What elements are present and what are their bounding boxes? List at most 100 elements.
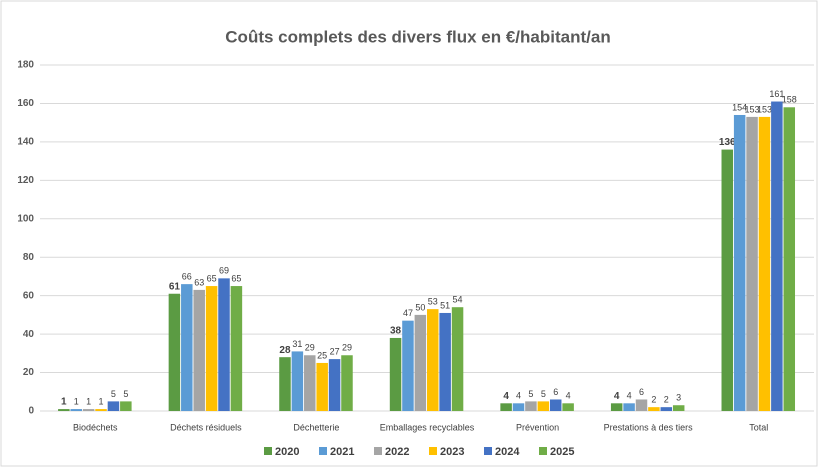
- bar: [623, 403, 635, 411]
- data-label: 2: [651, 395, 656, 405]
- bar: [672, 405, 685, 411]
- bar: [82, 409, 95, 411]
- data-label: 66: [182, 272, 192, 282]
- y-tick-label: 0: [28, 406, 34, 417]
- data-label: 5: [541, 389, 546, 399]
- chart-title: Coûts complets des divers flux en €/habi…: [225, 27, 610, 46]
- data-label: 5: [528, 389, 533, 399]
- x-tick-label: Emballages recyclables: [380, 422, 475, 432]
- y-tick-label: 80: [23, 252, 35, 263]
- data-label: 29: [342, 343, 352, 353]
- bar: [70, 409, 82, 411]
- data-label: 47: [403, 308, 413, 318]
- bar: [771, 101, 783, 412]
- data-label: 53: [428, 296, 438, 306]
- data-label: 154: [732, 102, 747, 112]
- data-label: 1: [99, 396, 104, 406]
- bar: [279, 357, 291, 411]
- legend-label: 2025: [550, 446, 574, 458]
- legend-swatch: [484, 447, 492, 455]
- legend-swatch: [319, 447, 327, 455]
- bar: [525, 401, 537, 411]
- data-label: 6: [553, 387, 558, 397]
- data-label: 4: [627, 391, 632, 401]
- legend-swatch: [539, 447, 547, 455]
- bar: [230, 286, 243, 411]
- data-label: 136: [719, 137, 736, 148]
- data-label: 4: [614, 391, 620, 402]
- bar: [427, 309, 439, 411]
- bar: [746, 116, 758, 412]
- data-label: 5: [111, 389, 116, 399]
- data-label: 4: [516, 391, 521, 401]
- bar: [58, 409, 70, 411]
- bar: [389, 337, 402, 411]
- bar: [218, 278, 230, 411]
- data-label: 61: [169, 281, 181, 292]
- bar: [721, 149, 734, 412]
- bar: [537, 401, 550, 411]
- x-tick-label: Prestations à des tiers: [604, 422, 694, 432]
- bar: [168, 293, 181, 411]
- bar: [512, 403, 525, 411]
- bar: [610, 403, 623, 411]
- bar: [451, 307, 464, 411]
- data-label: 4: [566, 391, 571, 401]
- data-label: 27: [330, 346, 340, 356]
- y-tick-label: 100: [17, 213, 34, 224]
- data-label: 1: [74, 396, 79, 406]
- legend-label: 2022: [385, 446, 409, 458]
- legend-swatch: [374, 447, 382, 455]
- data-label: 51: [440, 300, 450, 310]
- data-label: 29: [305, 343, 315, 353]
- data-label: 153: [757, 104, 772, 114]
- data-label: 38: [390, 326, 402, 337]
- bar: [120, 401, 132, 411]
- bar: [304, 355, 316, 411]
- x-tick-label: Déchetterie: [293, 422, 339, 432]
- data-label: 2: [664, 395, 669, 405]
- bar: [193, 289, 205, 411]
- y-tick-label: 20: [23, 367, 35, 378]
- data-label: 161: [769, 89, 784, 99]
- bar: [562, 403, 574, 411]
- data-label: 1: [86, 396, 91, 406]
- legend-label: 2021: [330, 446, 354, 458]
- data-label: 65: [231, 273, 241, 283]
- bar: [439, 312, 451, 411]
- y-tick-label: 160: [17, 98, 34, 109]
- bar: [783, 107, 796, 412]
- bar: [95, 409, 107, 411]
- y-tick-label: 120: [17, 175, 34, 186]
- bar: [648, 407, 660, 411]
- bar: [733, 114, 746, 411]
- bar: [402, 320, 414, 411]
- bar: [107, 401, 120, 411]
- bar: [341, 355, 353, 411]
- data-label: 69: [219, 266, 229, 276]
- bar: [205, 286, 218, 411]
- y-tick-label: 60: [23, 290, 35, 301]
- x-tick-label: Déchets résiduels: [170, 422, 242, 432]
- bar: [549, 399, 562, 411]
- data-label: 4: [503, 391, 509, 402]
- data-label: 5: [123, 389, 128, 399]
- bar: [181, 284, 193, 411]
- legend-label: 2024: [495, 446, 520, 458]
- bar: [635, 399, 648, 411]
- bar: [328, 359, 341, 411]
- x-tick-label: Prévention: [516, 422, 559, 432]
- bar: [758, 116, 771, 412]
- x-tick-label: Total: [749, 422, 768, 432]
- data-label: 54: [453, 295, 463, 305]
- legend-label: 2023: [440, 446, 464, 458]
- bar: [291, 351, 304, 411]
- legend-swatch: [264, 447, 272, 455]
- data-label: 6: [639, 387, 644, 397]
- data-label: 31: [292, 339, 302, 349]
- data-label: 25: [317, 350, 327, 360]
- legend-label: 2020: [275, 446, 299, 458]
- data-label: 28: [279, 345, 291, 356]
- bar: [414, 314, 427, 411]
